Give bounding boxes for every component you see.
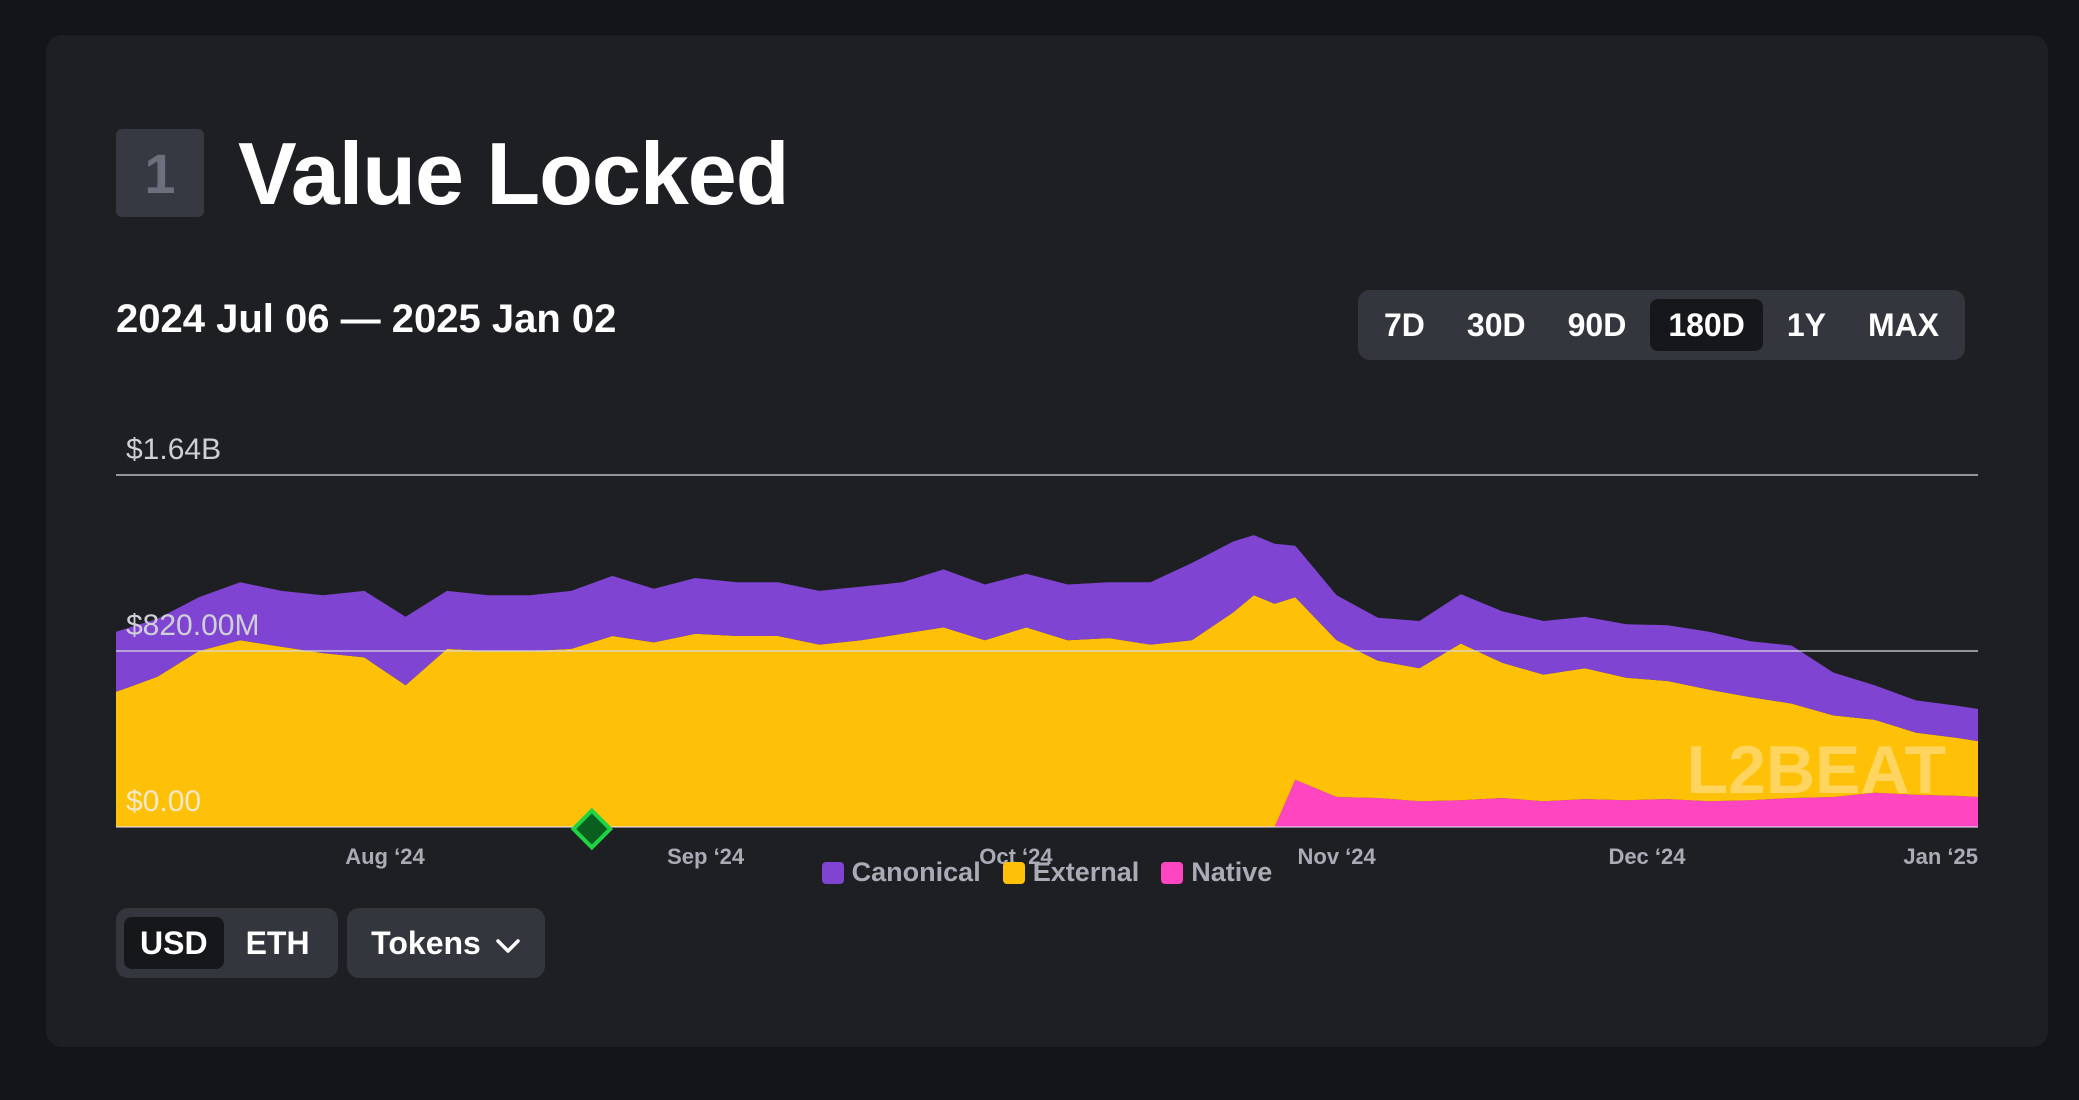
legend-swatch-canonical [821,861,844,884]
section-number-badge: 1 [116,129,204,217]
range-button-1y[interactable]: 1Y [1786,306,1826,343]
legend-label-native: Native [1191,857,1273,887]
area-canonical [116,535,1978,742]
y-tick-label: $1.64B [126,433,221,466]
value-locked-chart[interactable]: $0.00 $820.00M $1.64B L2BEAT Aug ‘24 Sep ‘24 O… [116,410,1978,890]
unit-toggle: USD ETH [116,908,338,978]
x-tick-label: Dec ‘24 [1608,844,1686,869]
range-button-30d[interactable]: 30D [1466,306,1526,343]
y-tick-label: $820.00M [126,609,259,642]
legend-item-native: Native [1161,857,1272,888]
legend-item-canonical: Canonical [821,857,981,888]
time-range-selector: 7D 30D 90D 180D 1Y MAX [1358,290,1966,360]
x-tick-label: Jan ‘25 [1903,844,1978,869]
legend-item-external: External [1002,857,1140,888]
unit-button-usd[interactable]: USD [124,917,224,969]
date-range-label: 2024 Jul 06 — 2025 Jan 02 [116,297,617,341]
value-locked-card: 1 Value Locked 2024 Jul 06 — 2025 Jan 02… [46,35,2048,1047]
unit-button-eth[interactable]: ETH [245,924,310,961]
x-tick-label: Sep ‘24 [667,844,745,869]
tokens-dropdown-button[interactable]: Tokens [347,908,545,978]
x-tick-label: Aug ‘24 [345,844,425,869]
legend-swatch-native [1161,861,1184,884]
range-button-7d[interactable]: 7D [1384,306,1425,343]
x-tick-label: Nov ‘24 [1298,844,1377,869]
tokens-button-label: Tokens [371,924,481,961]
range-button-max[interactable]: MAX [1867,306,1940,343]
chart-legend: Canonical External Native [46,857,2048,888]
legend-swatch-external [1002,861,1025,884]
range-button-180d[interactable]: 180D [1650,299,1763,351]
l2beat-watermark: L2BEAT [1687,732,1946,808]
y-tick-label: $0.00 [126,785,201,818]
area-native [116,779,1978,827]
chevron-down-icon [495,925,521,962]
legend-label-external: External [1032,857,1140,887]
section-title: Value Locked [238,124,789,223]
area-external [116,595,1978,827]
milestone-marker-icon [570,807,614,851]
legend-label-canonical: Canonical [851,857,981,887]
range-button-90d[interactable]: 90D [1567,306,1627,343]
